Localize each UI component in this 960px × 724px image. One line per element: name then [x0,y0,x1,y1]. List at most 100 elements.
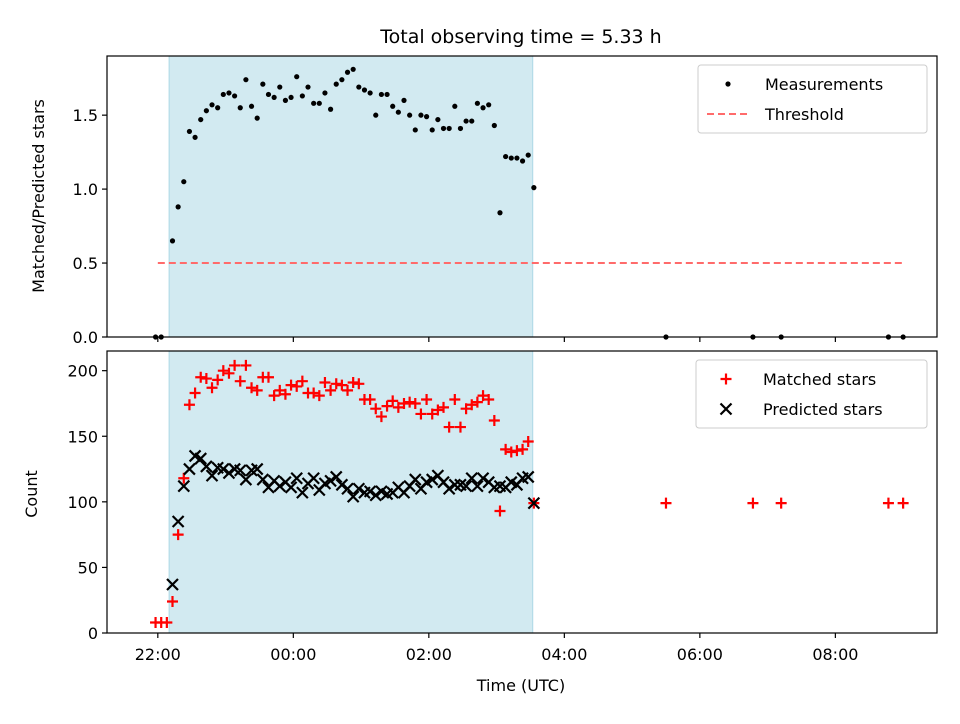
predicted-stars-point [307,471,320,485]
measurements-point [248,103,255,109]
measurements-point [339,77,345,83]
predicted-stars-point [369,489,383,502]
measurements-point [446,125,452,132]
matched-stars-point [398,397,410,409]
chart-title: Total observing time = 5.33 h [379,26,661,48]
predicted-stars-point [352,482,366,495]
measurements-point [327,106,334,112]
top-y-axis-label: Matched/Predicted stars [29,99,48,293]
matched-stars-point [223,367,235,379]
matched-stars-point [421,394,433,406]
matched-stars-point [443,421,455,433]
matched-stars-point [279,388,291,400]
matched-stars-point [488,415,500,427]
matched-stars-point [217,365,229,377]
predicted-stars-point [250,462,264,476]
bottom-panel: 0 50 100 150 200 22:00 00:00 02:00 04:00 06:00 08:… [22,350,938,664]
matched-stars-point [500,443,512,455]
measurements-point [198,116,204,123]
predicted-stars-point [290,471,303,485]
matched-stars-point [234,375,246,387]
predicted-stars-point [363,485,377,498]
x-tick-label: 00:00 [270,645,316,664]
bottom-plot-frame [106,350,938,634]
legend-predicted-label: Predicted stars [763,400,883,419]
bottom-legend: Matched stars Predicted stars [695,359,928,429]
measurements-point [220,91,226,98]
matched-stars-point [161,617,173,629]
matched-stars-point [262,371,274,383]
predicted-stars-point [346,490,360,503]
predicted-stars-point [465,471,479,485]
measurements-point [175,204,181,210]
matched-stars-point [449,394,461,406]
measurements-point [514,155,520,161]
predicted-stars-point [200,460,213,473]
matched-stars-point [522,436,534,448]
predicted-stars-point [194,452,208,465]
measurements-point [390,103,396,109]
matched-stars-point [426,408,438,420]
matched-stars-point [274,384,286,396]
matched-stars-point [336,379,348,391]
matched-stars-point [229,359,241,371]
matched-stars-point [477,390,489,402]
matched-stars-point [454,421,466,433]
measurements-point [423,114,430,120]
predicted-stars-point [222,466,236,480]
predicted-stars-point [442,482,456,495]
measurements-point [457,125,464,132]
matched-stars-point [882,497,894,509]
top-y-tick-label: 0.0 [73,328,98,347]
matched-stars-point [460,403,472,415]
matched-stars-point [415,408,427,420]
top-y-tick-label: 1.0 [73,180,98,199]
measurements-point [418,112,424,118]
measurements-point [215,105,221,111]
measurements-point [265,91,272,98]
top-legend: Measurements Threshold [697,64,928,134]
measurements-point [322,90,328,96]
x-tick-label: 02:00 [406,645,452,664]
measurements-point [209,102,215,108]
matched-stars-point [189,387,201,399]
measurements-point [401,97,407,103]
x-tick-label: 08:00 [812,645,858,664]
predicted-stars-point [448,478,462,492]
matched-stars-point [296,375,308,387]
matched-stars-point [387,395,399,407]
matched-stars-point [313,390,325,402]
measurements-point [373,112,379,118]
matched-stars-point [308,387,320,399]
matched-stars-point [206,382,218,394]
matched-stars-point [505,446,517,458]
measurements-point [463,118,469,124]
x-tick-label: 06:00 [677,645,723,664]
measurements-point [531,185,537,191]
matched-stars-point [511,445,523,457]
measurements-point [480,105,486,111]
matched-stars-point [246,382,258,394]
legend-measurements-label: Measurements [765,75,883,94]
matched-stars-point [409,397,421,409]
top-legend-box [697,64,928,134]
top-plot-frame [106,55,938,338]
x-tick-label: 22:00 [135,645,181,664]
matched-stars-point [319,376,331,388]
bottom-y-tick-label: 200 [67,362,98,381]
predicted-stars-point [256,473,270,486]
top-y-tick-label: 1.5 [73,106,98,125]
matched-stars-point [392,401,404,413]
matched-stars-point [291,380,303,392]
measurements-point [384,91,390,98]
measurements-point [429,127,435,133]
measurements-point [503,153,509,160]
measurements-point [282,97,289,103]
predicted-stars-point [233,464,247,477]
predicted-stars-point [183,462,196,476]
measurements-point [186,128,193,135]
bottom-y-axis-label: Count [22,470,41,518]
measurements-point [474,100,480,106]
measurements-point [237,105,243,111]
predicted-stars-point [425,473,439,486]
